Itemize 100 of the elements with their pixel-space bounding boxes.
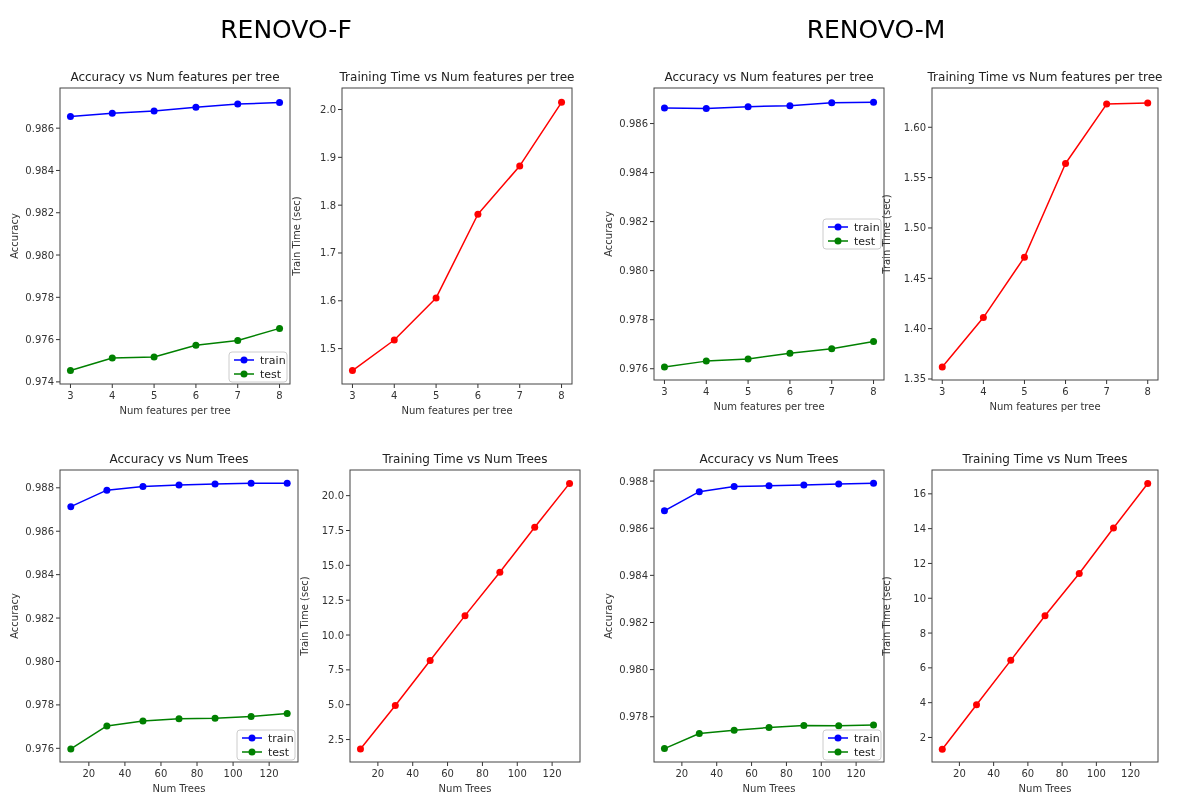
x-tick-label: 8 [558,390,565,401]
point [800,481,808,489]
y-axis-title: Accuracy [9,213,20,259]
x-tick-label: 40 [118,768,132,779]
x-tick-label: 100 [223,768,243,779]
point [348,367,356,375]
x-tick-label: 40 [710,768,724,779]
point [938,363,946,371]
x-axis-title: Num features per tree [713,401,825,412]
y-tick-label: 0.978 [25,699,54,711]
point [730,483,738,490]
text: RENOVO-F [220,15,352,44]
point [283,710,291,718]
point [786,349,794,357]
point [744,355,752,363]
legend-label: train [268,732,294,745]
point [1007,656,1015,664]
x-axis-title: Num features per tree [989,401,1101,412]
point [835,722,843,730]
point [973,701,981,709]
x-tick-label: 6 [474,390,482,401]
y-tick-label: 0.976 [619,363,648,375]
y-tick-label: 1.6 [320,295,336,307]
y-tick-label: 0.978 [25,291,54,303]
point [67,745,75,753]
point [828,99,836,107]
x-tick-label: 80 [190,768,204,779]
chart-title: Training Time vs Num features per tree [926,70,1163,84]
point [234,336,242,344]
chart-title: Accuracy vs Num Trees [109,452,249,466]
y-tick-label: 8 [919,627,926,639]
point [695,729,703,737]
x-tick-label: 40 [406,768,420,779]
x-tick-label: 3 [939,386,946,397]
x-tick-label: 4 [391,390,398,401]
x-axis-title: Num Trees [438,783,492,794]
point [1020,253,1028,261]
point [1144,480,1152,488]
x-tick-label: 60 [745,768,758,779]
point [103,486,111,494]
y-tick-label: 0.984 [619,569,648,581]
point [765,724,773,732]
x-tick-label: 20 [371,768,385,779]
y-tick-label: 10.0 [321,629,344,641]
point [175,715,183,723]
point [247,479,255,487]
y-tick-label: 0.986 [619,522,648,534]
y-tick-label: 2 [919,731,926,743]
point [870,721,878,729]
x-tick-label: 80 [1055,768,1069,779]
x-tick-label: 60 [1021,768,1035,779]
x-tick-label: 7 [1103,386,1110,397]
y-tick-label: 0.980 [619,265,648,277]
point [108,109,116,117]
chart-title: Accuracy vs Num Trees [699,452,839,466]
point [139,483,147,490]
x-tick-label: 4 [703,386,710,397]
x-tick-label: 120 [259,768,279,779]
y-tick-label: 1.50 [903,222,926,234]
legend-label: test [268,746,290,759]
x-tick-label: 100 [811,768,831,779]
x-axis-title: Num Trees [1018,783,1072,794]
point [66,113,74,121]
y-axis-title: Train Time (sec) [881,576,892,657]
x-tick-label: 6 [786,386,794,397]
point [744,103,752,111]
y-tick-label: 0.986 [619,118,648,130]
point [175,481,183,489]
point [234,100,242,108]
y-tick-label: 0.982 [619,216,648,228]
point [730,726,738,734]
point [870,98,878,106]
y-tick-label: 10 [913,592,926,604]
y-tick-label: 0.982 [25,207,54,219]
y-axis-title: Accuracy [9,593,20,639]
y-tick-label: 1.8 [320,199,336,211]
y-tick-label: 2.5 [328,734,344,746]
point [108,354,116,362]
point [192,341,200,349]
point [695,488,703,496]
point [702,357,710,365]
point [103,722,111,730]
x-tick-label: 8 [276,390,283,401]
point [150,107,158,115]
y-tick-label: 14 [913,523,926,535]
y-tick-label: 5.0 [328,699,344,711]
x-tick-label: 20 [953,768,966,779]
point [660,104,668,112]
y-tick-label: 1.9 [320,151,336,163]
point [828,345,836,353]
legend-label: test [260,368,282,381]
x-tick-label: 40 [987,768,1000,779]
x-tick-label: 80 [476,768,489,779]
point [938,745,946,753]
legend-label: test [854,746,876,759]
x-axis-title: Num features per tree [119,405,231,416]
legend-label: train [854,221,880,234]
text: RENOVO-M [806,15,946,44]
y-tick-label: 1.45 [903,272,926,284]
y-tick-label: 0.984 [25,164,54,176]
